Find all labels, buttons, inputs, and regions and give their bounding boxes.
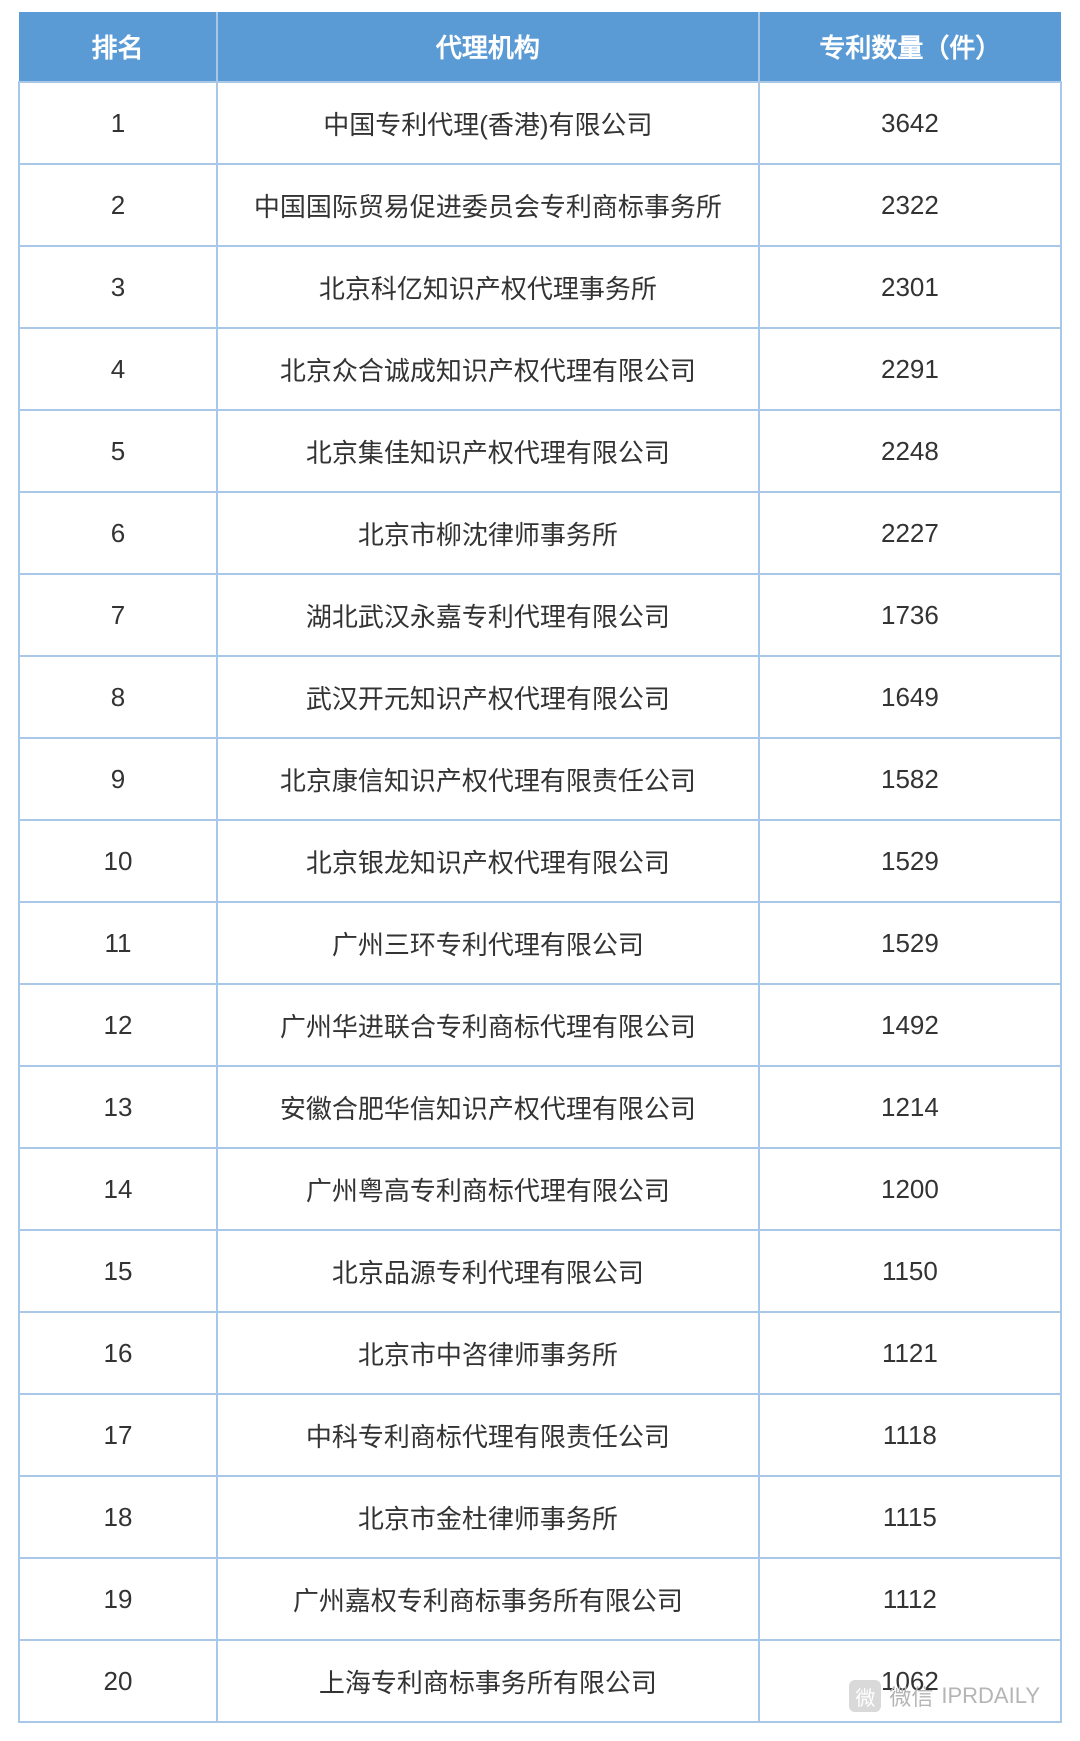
cell-rank: 8 [19, 656, 217, 738]
cell-org: 北京市金杜律师事务所 [217, 1476, 759, 1558]
cell-org: 北京科亿知识产权代理事务所 [217, 246, 759, 328]
cell-count: 1112 [759, 1558, 1061, 1640]
cell-count: 1121 [759, 1312, 1061, 1394]
cell-rank: 10 [19, 820, 217, 902]
cell-org: 北京康信知识产权代理有限责任公司 [217, 738, 759, 820]
cell-org: 广州三环专利代理有限公司 [217, 902, 759, 984]
table-row: 7湖北武汉永嘉专利代理有限公司1736 [19, 574, 1061, 656]
cell-count: 1492 [759, 984, 1061, 1066]
col-header-rank: 排名 [19, 12, 217, 82]
cell-count: 1529 [759, 820, 1061, 902]
cell-org: 中国专利代理(香港)有限公司 [217, 82, 759, 164]
col-header-count: 专利数量（件） [759, 12, 1061, 82]
table-row: 18北京市金杜律师事务所1115 [19, 1476, 1061, 1558]
cell-org: 湖北武汉永嘉专利代理有限公司 [217, 574, 759, 656]
cell-org: 上海专利商标事务所有限公司 [217, 1640, 759, 1722]
table-row: 1中国专利代理(香港)有限公司3642 [19, 82, 1061, 164]
cell-rank: 18 [19, 1476, 217, 1558]
cell-count: 2301 [759, 246, 1061, 328]
ranking-table: 排名 代理机构 专利数量（件） 1中国专利代理(香港)有限公司36422中国国际… [18, 12, 1062, 1723]
table-row: 11广州三环专利代理有限公司1529 [19, 902, 1061, 984]
cell-rank: 4 [19, 328, 217, 410]
table-row: 8武汉开元知识产权代理有限公司1649 [19, 656, 1061, 738]
cell-rank: 6 [19, 492, 217, 574]
cell-count: 1649 [759, 656, 1061, 738]
table-row: 9北京康信知识产权代理有限责任公司1582 [19, 738, 1061, 820]
cell-count: 1062 [759, 1640, 1061, 1722]
cell-org: 广州粤高专利商标代理有限公司 [217, 1148, 759, 1230]
cell-count: 3642 [759, 82, 1061, 164]
table-row: 10北京银龙知识产权代理有限公司1529 [19, 820, 1061, 902]
cell-org: 中科专利商标代理有限责任公司 [217, 1394, 759, 1476]
cell-org: 北京市柳沈律师事务所 [217, 492, 759, 574]
ranking-table-container: 排名 代理机构 专利数量（件） 1中国专利代理(香港)有限公司36422中国国际… [0, 0, 1080, 1741]
table-body: 1中国专利代理(香港)有限公司36422中国国际贸易促进委员会专利商标事务所23… [19, 82, 1061, 1722]
cell-count: 1214 [759, 1066, 1061, 1148]
cell-org: 北京品源专利代理有限公司 [217, 1230, 759, 1312]
table-row: 5北京集佳知识产权代理有限公司2248 [19, 410, 1061, 492]
cell-org: 北京银龙知识产权代理有限公司 [217, 820, 759, 902]
cell-rank: 14 [19, 1148, 217, 1230]
cell-org: 武汉开元知识产权代理有限公司 [217, 656, 759, 738]
cell-rank: 19 [19, 1558, 217, 1640]
table-row: 17中科专利商标代理有限责任公司1118 [19, 1394, 1061, 1476]
cell-count: 1582 [759, 738, 1061, 820]
table-row: 6北京市柳沈律师事务所2227 [19, 492, 1061, 574]
cell-count: 1529 [759, 902, 1061, 984]
table-row: 15北京品源专利代理有限公司1150 [19, 1230, 1061, 1312]
cell-count: 2291 [759, 328, 1061, 410]
cell-org: 广州华进联合专利商标代理有限公司 [217, 984, 759, 1066]
cell-count: 1115 [759, 1476, 1061, 1558]
cell-rank: 2 [19, 164, 217, 246]
cell-count: 2227 [759, 492, 1061, 574]
table-header-row: 排名 代理机构 专利数量（件） [19, 12, 1061, 82]
cell-rank: 5 [19, 410, 217, 492]
cell-count: 1118 [759, 1394, 1061, 1476]
table-row: 14广州粤高专利商标代理有限公司1200 [19, 1148, 1061, 1230]
table-row: 4北京众合诚成知识产权代理有限公司2291 [19, 328, 1061, 410]
table-row: 3北京科亿知识产权代理事务所2301 [19, 246, 1061, 328]
cell-rank: 11 [19, 902, 217, 984]
cell-org: 北京集佳知识产权代理有限公司 [217, 410, 759, 492]
cell-rank: 20 [19, 1640, 217, 1722]
cell-count: 2248 [759, 410, 1061, 492]
cell-rank: 9 [19, 738, 217, 820]
table-row: 13安徽合肥华信知识产权代理有限公司1214 [19, 1066, 1061, 1148]
table-row: 19广州嘉权专利商标事务所有限公司1112 [19, 1558, 1061, 1640]
table-row: 16北京市中咨律师事务所1121 [19, 1312, 1061, 1394]
cell-rank: 17 [19, 1394, 217, 1476]
cell-org: 北京市中咨律师事务所 [217, 1312, 759, 1394]
table-row: 2中国国际贸易促进委员会专利商标事务所2322 [19, 164, 1061, 246]
cell-count: 1150 [759, 1230, 1061, 1312]
table-row: 12广州华进联合专利商标代理有限公司1492 [19, 984, 1061, 1066]
cell-rank: 1 [19, 82, 217, 164]
cell-org: 广州嘉权专利商标事务所有限公司 [217, 1558, 759, 1640]
cell-org: 安徽合肥华信知识产权代理有限公司 [217, 1066, 759, 1148]
cell-count: 1736 [759, 574, 1061, 656]
cell-count: 1200 [759, 1148, 1061, 1230]
cell-rank: 13 [19, 1066, 217, 1148]
cell-rank: 3 [19, 246, 217, 328]
cell-rank: 7 [19, 574, 217, 656]
col-header-org: 代理机构 [217, 12, 759, 82]
table-row: 20上海专利商标事务所有限公司1062 [19, 1640, 1061, 1722]
cell-rank: 12 [19, 984, 217, 1066]
cell-org: 中国国际贸易促进委员会专利商标事务所 [217, 164, 759, 246]
cell-count: 2322 [759, 164, 1061, 246]
cell-rank: 16 [19, 1312, 217, 1394]
cell-org: 北京众合诚成知识产权代理有限公司 [217, 328, 759, 410]
cell-rank: 15 [19, 1230, 217, 1312]
